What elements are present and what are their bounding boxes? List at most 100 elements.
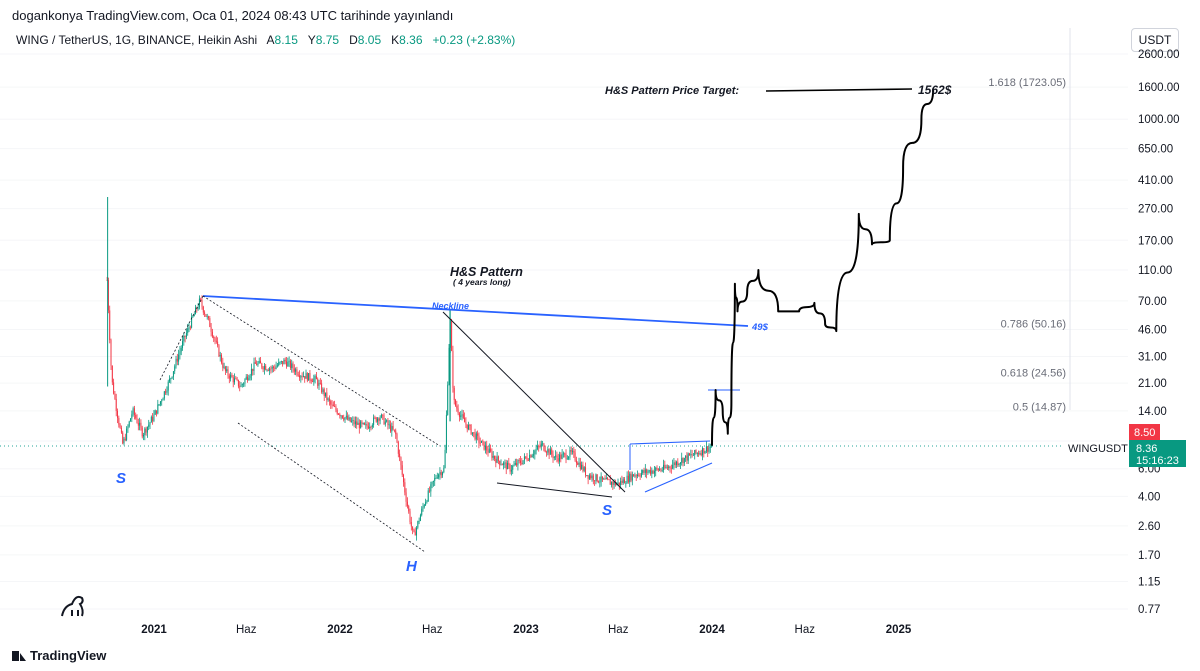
candle-body [613,481,615,485]
candle-body [612,482,614,485]
price-axis[interactable]: 2600.00 1600.00 1000.00 650.00 410.00 270.00 1… [1138,49,1180,616]
currency-button[interactable]: USDT [1131,28,1179,52]
candle-body [192,316,194,318]
price-tick-label: 70.00 [1138,296,1167,308]
candle-body [283,359,285,365]
symbol-name[interactable]: WING / TetherUS, 1G, BINANCE, Heikin Ash… [16,33,258,47]
candle-body [495,458,497,463]
candle-body [483,441,485,450]
candle-body [193,314,195,317]
candle-body [367,426,369,429]
candle-body [351,420,353,422]
candle-body [562,453,564,455]
candle-body [676,461,678,466]
candle-body [508,462,510,465]
candle-body [479,442,481,444]
candle-body [149,422,151,425]
candle-body [395,430,397,435]
candle-body [440,472,442,476]
candle-body [287,361,289,367]
candle-body [507,462,509,470]
candle-body [388,424,390,426]
candle-body [312,381,314,383]
candle-body [673,462,675,466]
candle-body [315,375,317,380]
candle-body [643,470,645,473]
candle-body [581,464,583,470]
candle-body [587,475,589,479]
candle-body [208,316,210,319]
last-price-badge[interactable] [1129,440,1186,467]
candle-body [413,529,415,532]
candle-body [412,526,414,530]
candle-body [696,453,698,454]
candle-body [496,456,498,463]
candle-body [150,416,152,423]
candle-body [377,418,379,422]
chart-grid [0,53,1128,610]
candle-body [349,417,351,422]
candle-body [458,413,460,417]
candle-body [167,381,169,391]
candle-body [262,367,264,370]
candle-body [570,450,572,452]
candle-body [481,440,483,443]
time-tick-label: 2021 [141,624,167,636]
price-tick-label: 0.77 [1138,604,1160,616]
footer-brand[interactable]: TradingView [12,648,106,663]
ohlc-open-value: 8.15 [274,33,298,47]
candle-body [300,376,302,378]
candle-body [517,460,519,466]
candle-body [513,464,515,466]
candle-body [533,454,535,456]
left-shoulder-label: S [116,470,126,487]
candle-body [239,386,241,388]
candle-body [250,368,252,376]
candle-body [198,298,200,308]
candle-body [140,422,142,428]
candle-body [117,410,119,418]
candle-body [263,365,265,370]
candle-body [241,384,243,386]
candle-body [591,475,593,479]
candle-body [637,474,639,477]
candle-body [221,355,223,363]
candle-body [475,433,477,440]
candle-body [227,369,229,376]
candle-body [321,383,323,393]
neckline-label: Neckline [432,301,469,311]
candle-body [617,482,619,484]
candle-body [200,298,202,301]
candle-body [390,424,392,432]
pattern-title: H&S Pattern [450,265,523,279]
candle-body [163,391,165,399]
candle-body [651,470,653,474]
target-value: 1562$ [918,83,952,97]
annotations: H&S Pattern ( 4 years long) Neckline 49$… [116,83,952,575]
candle-body [661,470,663,471]
candle-body [644,469,646,473]
candle-body [700,453,702,456]
candle-body [692,455,694,456]
candle-body [452,350,454,388]
candle-body [679,462,681,464]
candle-body [656,467,658,469]
candle-body [391,426,393,432]
candle-body [618,482,620,486]
candle-body [386,420,388,422]
candle-body [705,446,707,452]
candle-body [237,379,239,387]
time-tick-label: Haz [236,624,257,636]
candle-body [582,464,584,471]
candle-body [471,432,473,435]
candle-body [235,378,237,380]
candle-body [274,367,276,369]
candle-body [166,390,168,393]
candle-body [180,347,182,352]
candle-body [293,368,295,372]
candle-body [231,374,233,378]
candle-body [607,477,609,480]
candle-body [302,376,304,377]
time-axis[interactable]: 2021 Haz 2022 Haz 2023 Haz 2024 Haz 2025 [141,624,912,636]
